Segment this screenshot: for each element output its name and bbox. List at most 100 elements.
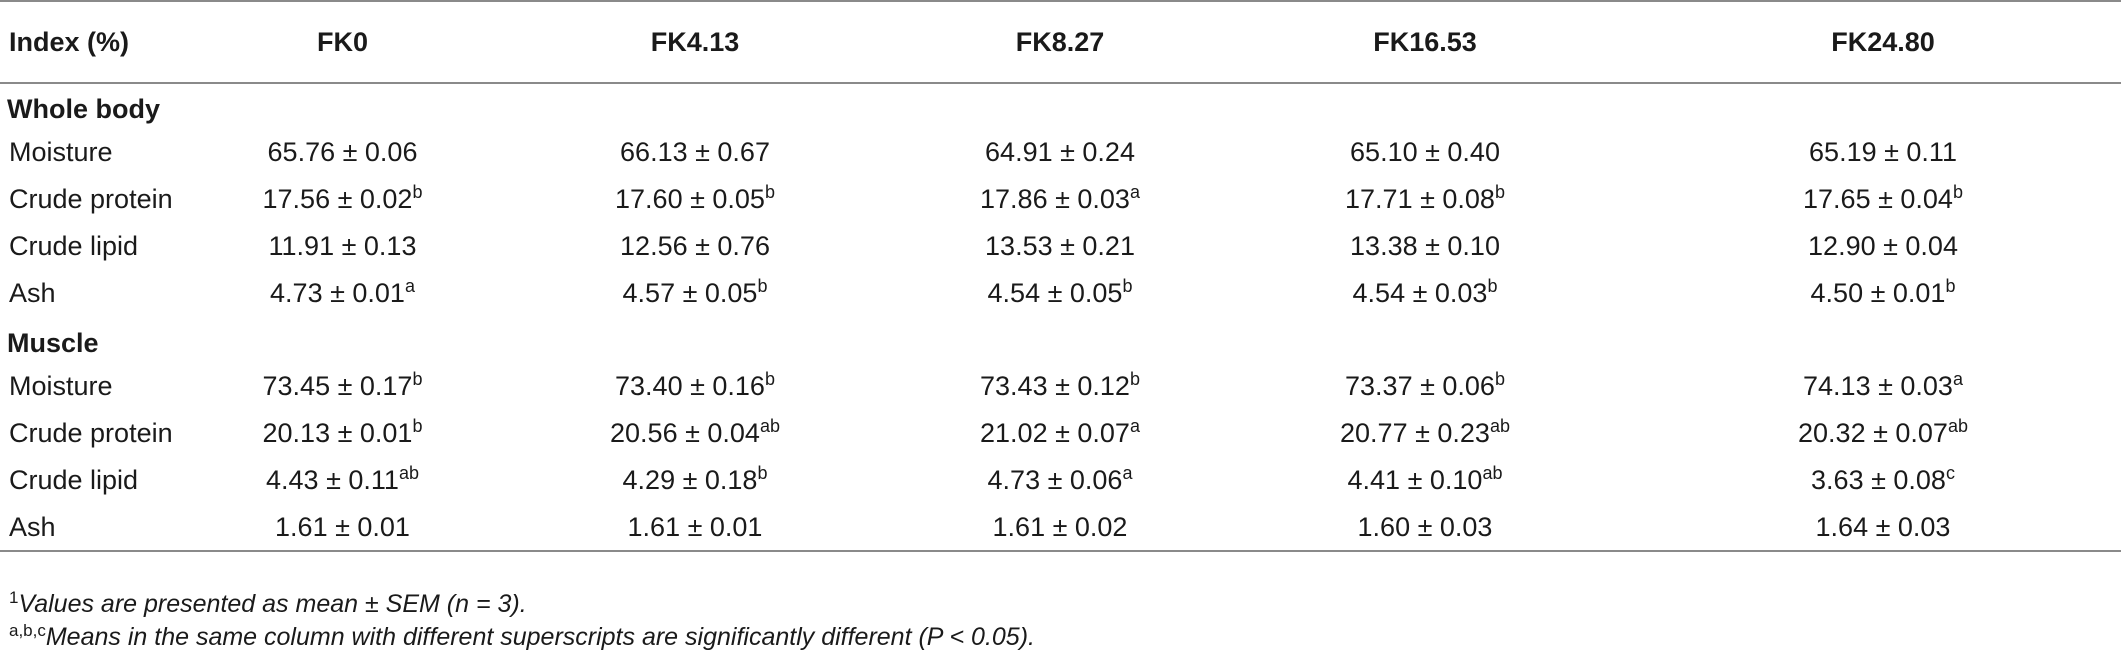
significance-superscript: b: [412, 182, 423, 202]
table-row: Moisture 65.76 ± 0.06 66.13 ± 0.67 64.91 ± …: [0, 129, 2121, 176]
cell-value: 4.73 ± 0.06: [987, 465, 1123, 495]
table-row: Crude protein 17.56 ± 0.02b 17.60 ± 0.05b 1…: [0, 176, 2121, 223]
row-label: Moisture: [9, 137, 113, 167]
cell-value: 17.56 ± 0.02: [262, 184, 413, 214]
section-title: Whole body: [7, 94, 160, 124]
significance-superscript: b: [764, 369, 775, 389]
section-title: Muscle: [7, 328, 99, 358]
significance-superscript: b: [1945, 276, 1956, 296]
cell-value: 21.02 ± 0.07: [980, 418, 1130, 448]
cell-value: 1.60 ± 0.03: [1357, 511, 1493, 542]
cell-value: 13.38 ± 0.10: [1350, 231, 1500, 261]
significance-superscript: ab: [1482, 463, 1503, 483]
significance-superscript: a: [404, 276, 415, 296]
row-label: Crude protein: [9, 184, 173, 214]
cell-value: 20.13 ± 0.01: [262, 418, 413, 448]
significance-superscript: b: [1122, 276, 1133, 296]
footnote-text: Values are presented as mean ± SEM (n = …: [18, 590, 527, 618]
data-cell: 65.19 ± 0.11: [1645, 129, 2121, 176]
header-index: Index (%): [0, 0, 210, 84]
significance-superscript: c: [1945, 463, 1955, 483]
cell-value: 4.57 ± 0.05: [622, 278, 758, 308]
cell-value: 20.32 ± 0.07: [1798, 418, 1948, 448]
table-row: Ash 1.61 ± 0.01 1.61 ± 0.01 1.61 ± 0.02 1.60…: [0, 504, 2121, 552]
significance-superscript: a: [1952, 369, 1963, 389]
data-cell: 21.02 ± 0.07a: [915, 410, 1205, 457]
cell-value: 11.91 ± 0.13: [268, 231, 417, 261]
significance-superscript: b: [412, 369, 423, 389]
data-cell: 1.60 ± 0.03: [1205, 504, 1645, 552]
cell-value: 3.63 ± 0.08: [1811, 465, 1946, 495]
data-cell: 20.32 ± 0.07ab: [1645, 410, 2121, 457]
data-cell: 11.91 ± 0.13: [210, 223, 475, 270]
data-cell: 13.53 ± 0.21: [915, 223, 1205, 270]
data-cell: 17.56 ± 0.02b: [210, 176, 475, 223]
cell-value: 13.53 ± 0.21: [985, 231, 1135, 261]
cell-value: 12.56 ± 0.76: [620, 231, 770, 261]
significance-superscript: ab: [398, 463, 419, 483]
table-row: Ash 4.73 ± 0.01a 4.57 ± 0.05b 4.54 ± 0.05b 4…: [0, 270, 2121, 317]
data-cell: 4.54 ± 0.05b: [915, 270, 1205, 317]
significance-superscript: b: [412, 416, 423, 436]
data-cell: 3.63 ± 0.08c: [1645, 457, 2121, 504]
cell-value: 66.13 ± 0.67: [620, 137, 770, 167]
footnote: 1Values are presented as mean ± SEM (n =…: [9, 588, 1035, 621]
cell-value: 17.60 ± 0.05: [615, 184, 765, 214]
table-row: Crude lipid 4.43 ± 0.11ab 4.29 ± 0.18b 4.73…: [0, 457, 2121, 504]
footnote-mark: 1: [9, 588, 19, 607]
cell-value: 65.10 ± 0.40: [1350, 137, 1500, 167]
data-cell: 4.73 ± 0.06a: [915, 457, 1205, 504]
header-fk24-80: FK24.80: [1645, 0, 2121, 84]
cell-value: 17.65 ± 0.04: [1803, 184, 1953, 214]
significance-superscript: b: [764, 182, 775, 202]
row-label: Crude lipid: [9, 231, 139, 261]
table-body: Whole body Moisture 65.76 ± 0.06 66.13 ± 0.…: [0, 83, 2121, 552]
data-cell: 17.60 ± 0.05b: [475, 176, 915, 223]
data-cell: 66.13 ± 0.67: [475, 129, 915, 176]
data-cell: 17.65 ± 0.04b: [1645, 176, 2121, 223]
significance-superscript: b: [1487, 276, 1498, 296]
data-cell: 4.54 ± 0.03b: [1205, 270, 1645, 317]
cell-value: 1.61 ± 0.01: [627, 511, 763, 542]
significance-superscript: b: [1494, 182, 1505, 202]
cell-value: 64.91 ± 0.24: [985, 137, 1135, 167]
section-row: Muscle: [0, 317, 2121, 363]
data-cell: 73.43 ± 0.12b: [915, 363, 1205, 410]
significance-superscript: ab: [1947, 416, 1968, 436]
data-cell: 20.77 ± 0.23ab: [1205, 410, 1645, 457]
data-cell: 74.13 ± 0.03a: [1645, 363, 2121, 410]
header-fk16-53: FK16.53: [1205, 0, 1645, 84]
data-cell: 4.43 ± 0.11ab: [210, 457, 475, 504]
cell-value: 73.43 ± 0.12: [980, 371, 1130, 401]
cell-value: 73.40 ± 0.16: [615, 371, 765, 401]
data-cell: 73.40 ± 0.16b: [475, 363, 915, 410]
composition-table: Index (%) FK0 FK4.13 FK8.27 FK16.53 FK24…: [0, 0, 2121, 552]
cell-value: 4.54 ± 0.03: [1352, 278, 1488, 308]
significance-superscript: b: [1129, 369, 1140, 389]
header-row: Index (%) FK0 FK4.13 FK8.27 FK16.53 FK24…: [0, 0, 2121, 84]
cell-value: 4.29 ± 0.18: [622, 465, 758, 495]
data-cell: 12.90 ± 0.04: [1645, 223, 2121, 270]
significance-superscript: ab: [759, 416, 780, 436]
significance-superscript: b: [1494, 369, 1505, 389]
cell-value: 20.77 ± 0.23: [1340, 418, 1490, 448]
cell-value: 4.54 ± 0.05: [987, 278, 1123, 308]
row-label: Ash: [0, 504, 210, 552]
data-cell: 73.37 ± 0.06b: [1205, 363, 1645, 410]
significance-superscript: b: [1952, 182, 1963, 202]
cell-value: 12.90 ± 0.04: [1808, 231, 1958, 261]
cell-value: 1.64 ± 0.03: [1815, 511, 1951, 542]
cell-value: 4.73 ± 0.01: [270, 278, 405, 308]
cell-value: 17.71 ± 0.08: [1345, 184, 1495, 214]
section-row: Whole body: [0, 83, 2121, 129]
cell-value: 65.19 ± 0.11: [1809, 137, 1957, 167]
significance-superscript: b: [757, 276, 768, 296]
significance-superscript: ab: [1489, 416, 1510, 436]
data-cell: 17.86 ± 0.03a: [915, 176, 1205, 223]
data-cell: 1.61 ± 0.02: [915, 504, 1205, 552]
data-cell: 20.13 ± 0.01b: [210, 410, 475, 457]
cell-value: 17.86 ± 0.03: [980, 184, 1130, 214]
table-row: Crude protein 20.13 ± 0.01b 20.56 ± 0.04ab…: [0, 410, 2121, 457]
cell-value: 74.13 ± 0.03: [1803, 371, 1953, 401]
